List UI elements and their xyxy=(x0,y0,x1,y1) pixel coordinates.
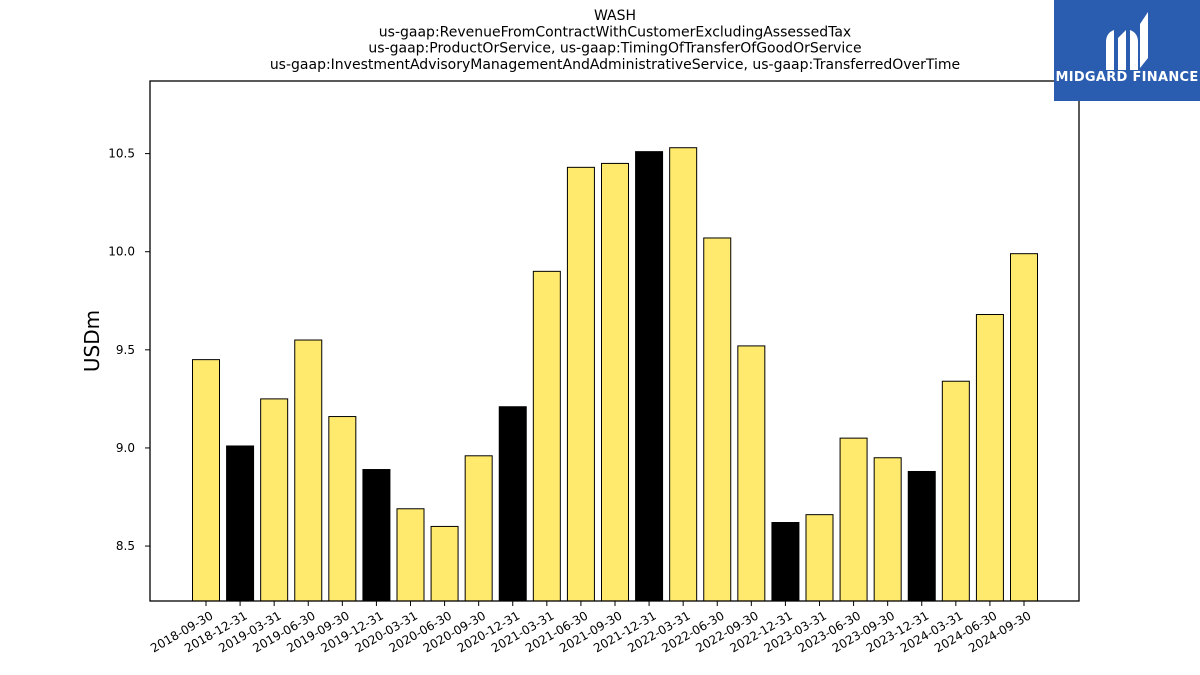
chart-title-line: WASH xyxy=(594,8,636,24)
bar xyxy=(430,525,459,602)
chart-title: WASHus-gaap:RevenueFromContractWithCusto… xyxy=(270,8,960,73)
y-tick-label: 10.0 xyxy=(108,245,135,259)
bar xyxy=(226,445,255,602)
logo-text: MIDGARD FINANCE xyxy=(1055,70,1198,85)
bar xyxy=(975,314,1004,602)
bar xyxy=(498,406,527,602)
bar xyxy=(566,166,595,602)
chart-title-line: us-gaap:ProductOrService, us-gaap:Timing… xyxy=(368,41,861,57)
bar xyxy=(328,416,357,602)
x-axis: 2018-09-302018-12-312019-03-312019-06-30… xyxy=(148,601,1034,655)
bar xyxy=(907,470,936,602)
bar xyxy=(669,147,698,602)
bar xyxy=(532,270,561,602)
bar xyxy=(703,237,732,602)
chart-title-line: us-gaap:InvestmentAdvisoryManagementAndA… xyxy=(270,57,960,73)
bar xyxy=(771,522,800,602)
midgard-logo-icon xyxy=(1106,12,1148,70)
y-tick-label: 9.5 xyxy=(116,343,135,357)
y-tick-label: 8.5 xyxy=(116,539,135,553)
y-axis-label: USDm xyxy=(80,310,104,372)
y-tick-label: 9.0 xyxy=(116,441,135,455)
logo-background xyxy=(1054,0,1200,101)
bar xyxy=(1010,253,1038,602)
bar xyxy=(260,398,289,602)
y-tick-label: 10.5 xyxy=(108,147,135,161)
bar xyxy=(635,151,664,602)
bar xyxy=(737,345,766,602)
bar xyxy=(805,514,834,602)
bar xyxy=(873,457,902,602)
bar xyxy=(941,380,970,602)
bar xyxy=(362,469,391,602)
bars-group xyxy=(192,147,1038,602)
bar xyxy=(601,162,629,602)
bar xyxy=(839,437,868,602)
bar xyxy=(396,508,425,602)
bar xyxy=(192,359,220,602)
midgard-finance-logo: MIDGARD FINANCE xyxy=(1054,0,1200,101)
bar xyxy=(464,455,493,602)
y-axis: 8.5 9.0 9.5 10.0 10.5 xyxy=(108,147,150,553)
bar xyxy=(294,339,323,602)
chart-title-line: us-gaap:RevenueFromContractWithCustomerE… xyxy=(379,24,851,40)
